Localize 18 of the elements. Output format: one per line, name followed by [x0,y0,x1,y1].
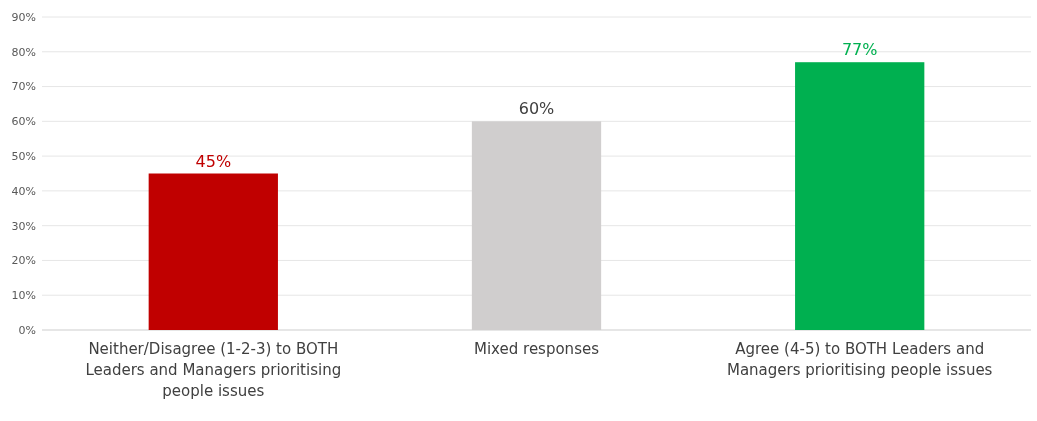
y-tick-label: 30% [11,219,36,233]
x-tick-label: Neither/Disagree (1-2-3) to BOTH Leaders and Managers prioritising people issues [85,340,342,400]
x-tick-label: Mixed responses [474,340,600,358]
y-tick-label: 50% [11,149,36,163]
data-label: 77% [841,40,878,60]
x-tick-label: Agree (4-5) to BOTH Leaders and Managers prioritising people issues [726,340,993,379]
data-label: 60% [518,99,555,119]
y-tick-label: 60% [11,115,36,129]
y-tick-label: 90% [11,10,36,24]
bar [795,62,925,330]
data-label: 45% [195,151,232,171]
y-tick-label: 20% [11,254,36,268]
y-tick-label: 40% [11,184,36,198]
y-tick-label: 10% [11,289,36,303]
y-tick-label: 0% [18,323,36,337]
y-tick-label: 80% [11,45,36,59]
y-tick-label: 70% [11,80,36,94]
bar [148,173,278,330]
